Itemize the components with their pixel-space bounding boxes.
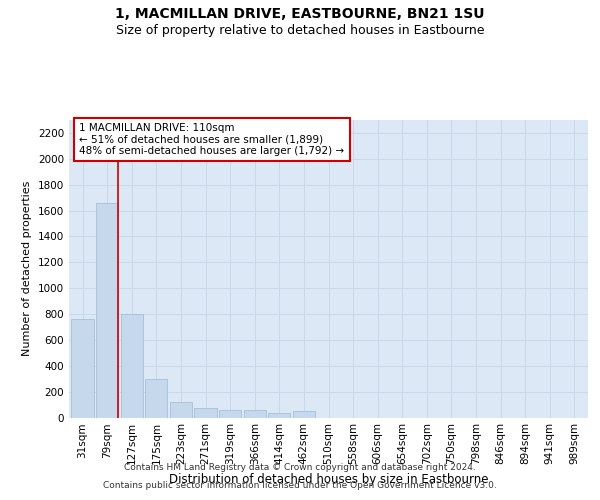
Bar (170, 402, 192, 417)
Bar (121, 314, 143, 418)
Bar (244, 410, 266, 418)
Bar (71, 319, 94, 418)
Bar (293, 411, 315, 418)
Text: Size of property relative to detached houses in Eastbourne: Size of property relative to detached ho… (116, 24, 484, 37)
Bar (194, 408, 217, 418)
Text: 1 MACMILLAN DRIVE: 110sqm
← 51% of detached houses are smaller (1,899)
48% of se: 1 MACMILLAN DRIVE: 110sqm ← 51% of detac… (79, 123, 344, 156)
Bar (268, 413, 290, 418)
Y-axis label: Number of detached properties: Number of detached properties (22, 181, 32, 356)
Text: Contains HM Land Registry data © Crown copyright and database right 2024.: Contains HM Land Registry data © Crown c… (124, 464, 476, 472)
Text: 1, MACMILLAN DRIVE, EASTBOURNE, BN21 1SU: 1, MACMILLAN DRIVE, EASTBOURNE, BN21 1SU (115, 8, 485, 22)
Bar (219, 410, 241, 418)
Text: Contains public sector information licensed under the Open Government Licence v3: Contains public sector information licen… (103, 481, 497, 490)
Bar (145, 378, 167, 418)
X-axis label: Distribution of detached houses by size in Eastbourne: Distribution of detached houses by size … (169, 473, 488, 486)
Bar (96, 203, 118, 418)
